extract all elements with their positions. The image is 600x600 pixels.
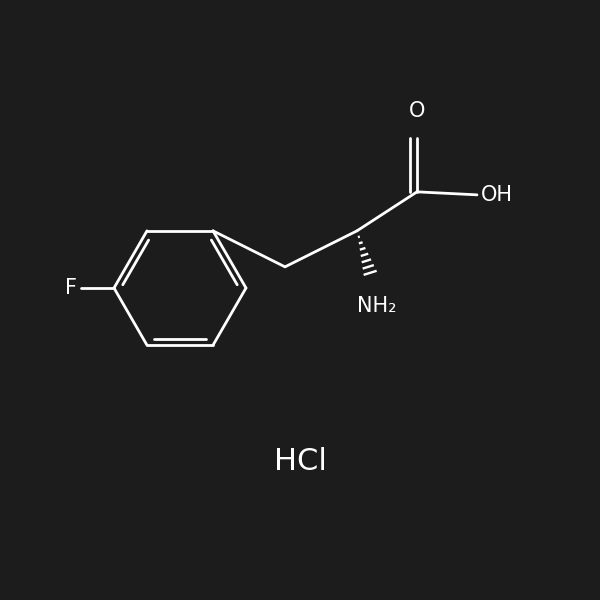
Text: OH: OH xyxy=(481,185,513,205)
Text: O: O xyxy=(409,101,425,121)
Text: F: F xyxy=(65,278,77,298)
Text: HCl: HCl xyxy=(274,448,326,476)
Text: NH₂: NH₂ xyxy=(357,296,397,316)
